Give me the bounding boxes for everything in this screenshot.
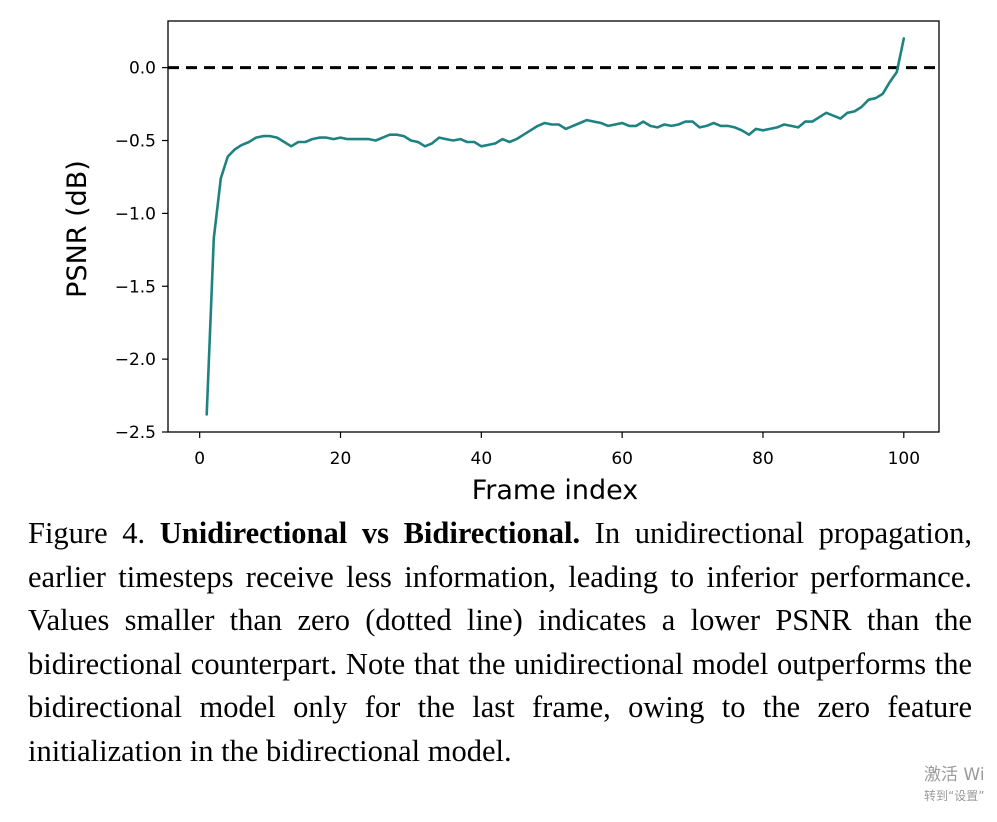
plot-frame (167, 20, 940, 433)
caption-body: In unidirectional propagation, earlier t… (28, 516, 972, 768)
watermark-line-1: 激活 Wi (924, 765, 985, 785)
caption-title: Unidirectional vs Bidirectional. (159, 516, 581, 550)
axis-ticks: 0 20 40 60 80 100 0.0 −0.5 −1.0 −1.5 −2.0 −2.5 (115, 59, 920, 469)
x-tick-label: 100 (888, 449, 920, 469)
x-tick-label: 20 (330, 449, 352, 469)
plot-area (167, 20, 940, 433)
caption-figure-number: Figure 4. (28, 516, 160, 550)
y-tick-label: −2.5 (115, 423, 156, 443)
y-tick-label: −1.0 (115, 204, 156, 224)
x-tick-label: 60 (611, 449, 633, 469)
x-tick-label: 80 (752, 449, 774, 469)
y-tick-label: −0.5 (115, 132, 156, 152)
activation-watermark: 激活 Wi 转到“设置” (924, 760, 985, 804)
y-axis-label: PSNR (dB) (62, 160, 93, 298)
y-tick-label: 0.0 (129, 59, 156, 79)
psnr-line-chart: 0 20 40 60 80 100 0.0 −0.5 −1.0 −1.5 −2.0 −2.5 Fram… (62, 20, 940, 506)
x-tick-label: 0 (194, 449, 205, 469)
x-tick-label: 40 (471, 449, 493, 469)
series-line-0 (205, 37, 906, 416)
x-axis-label: Frame index (472, 475, 639, 506)
watermark-line-2: 转到“设置” (924, 789, 985, 803)
y-tick-label: −2.0 (115, 350, 156, 370)
y-tick-label: −1.5 (115, 277, 156, 297)
figure-caption: Figure 4. Unidirectional vs Bidirectiona… (28, 512, 972, 774)
